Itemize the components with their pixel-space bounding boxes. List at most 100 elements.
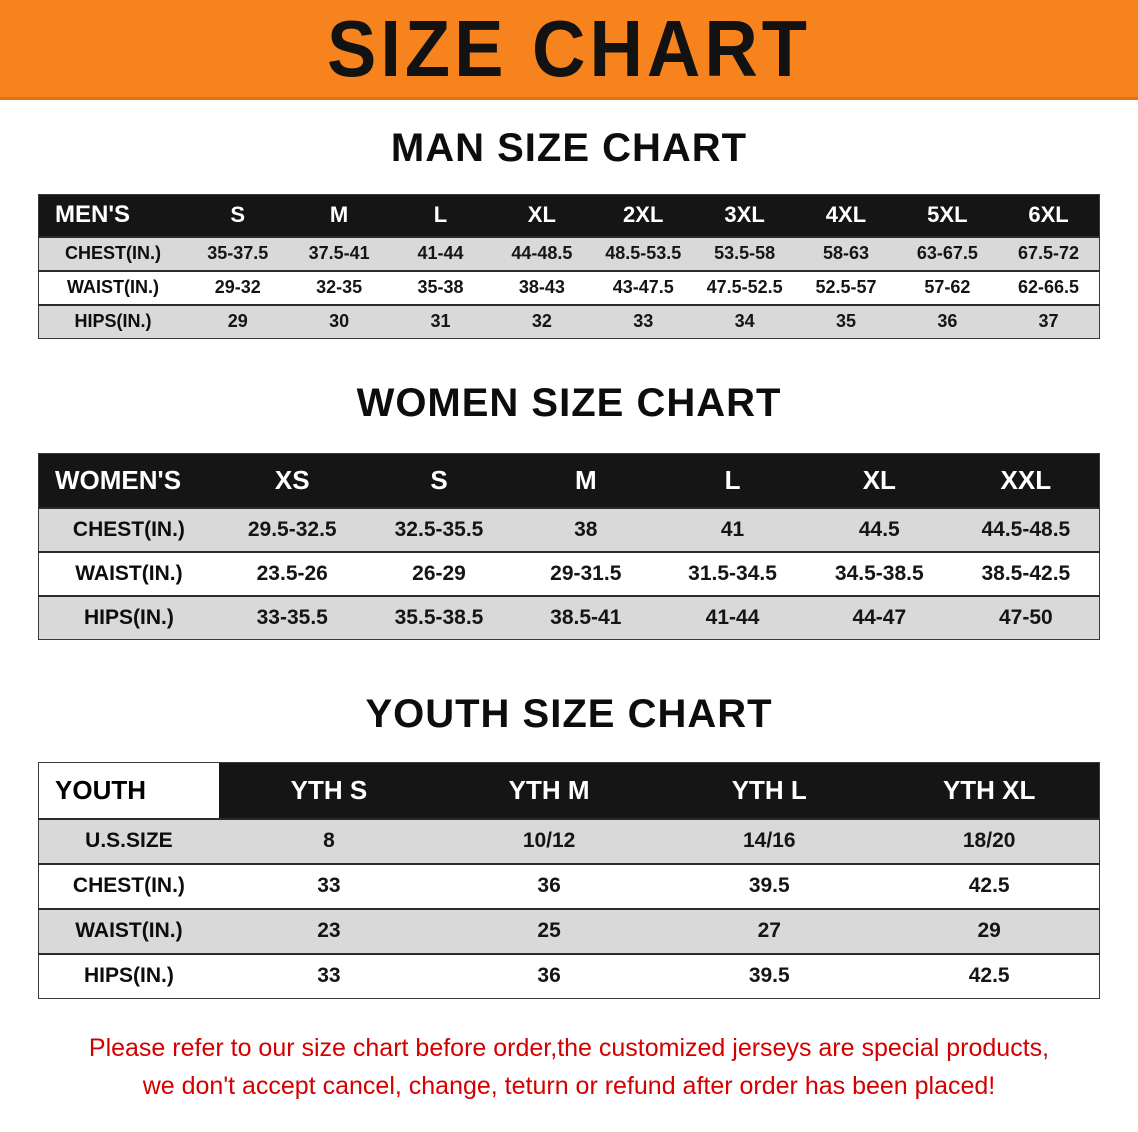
- size-value: 8: [323, 829, 335, 852]
- size-value: 14/16: [742, 829, 796, 852]
- table-row: CHEST(IN.) 35-37.5 37.5-41 41-44 44-48.5 48.5…: [38, 236, 1100, 271]
- size-value: 29: [227, 311, 248, 332]
- size-column-header: XS: [218, 453, 366, 508]
- size-value: 62-66.5: [1017, 277, 1080, 297]
- size-value: 29.5-32.5: [247, 517, 337, 541]
- size-value: 47.5-52.5: [706, 277, 783, 297]
- size-value: 35: [835, 311, 856, 332]
- men-size-section: MAN SIZE CHART MEN'S S M L XL 2XL 3XL 4XL 5XL 6XL…: [0, 126, 1138, 339]
- size-value: 67.5-72: [1017, 243, 1080, 263]
- size-value: 44-47: [852, 605, 907, 629]
- table-row: CHEST(IN.) 29.5-32.5 32.5-35.5 38 41 44.5 44.5…: [38, 507, 1100, 552]
- size-column-header: L: [659, 453, 806, 508]
- size-value: 29-32: [214, 277, 261, 297]
- row-label: HIPS(IN.): [74, 311, 152, 332]
- footer-disclaimer: Please refer to our size chart before or…: [0, 1029, 1138, 1105]
- size-value: 52.5-57: [815, 277, 877, 297]
- size-value: 33: [317, 874, 341, 897]
- size-column-header: 3XL: [693, 194, 796, 237]
- row-label: CHEST(IN.): [65, 243, 162, 263]
- table-header-row: YOUTH YTH S YTH M YTH L YTH XL: [38, 762, 1100, 819]
- size-column-header: XL: [491, 194, 593, 237]
- women-size-section: WOMEN SIZE CHART WOMEN'S XS S M L XL XXL CHEST(…: [0, 381, 1138, 640]
- size-value: 32-35: [316, 277, 363, 297]
- size-value: 39.5: [748, 874, 790, 897]
- size-value: 23.5-26: [256, 561, 328, 585]
- size-value: 53.5-58: [714, 243, 776, 263]
- size-value: 44-48.5: [511, 243, 573, 263]
- size-value: 34: [734, 311, 755, 332]
- size-value: 29: [977, 919, 1001, 942]
- table-row: HIPS(IN.) 29 30 31 32 33 34 35 36 37: [38, 304, 1100, 339]
- size-value: 35-38: [417, 277, 464, 297]
- size-value: 35-37.5: [207, 243, 269, 263]
- size-value: 33: [633, 311, 654, 332]
- size-value: 36: [937, 311, 958, 332]
- table-header-row: MEN'S S M L XL 2XL 3XL 4XL 5XL 6XL: [38, 194, 1100, 237]
- row-label: WAIST(IN.): [75, 919, 183, 942]
- size-value: 23: [317, 919, 341, 942]
- size-value: 35.5-38.5: [394, 605, 484, 629]
- women-section-heading: WOMEN SIZE CHART: [356, 381, 782, 425]
- size-column-header: M: [288, 194, 390, 237]
- table-header-row: WOMEN'S XS S M L XL XXL: [38, 453, 1100, 508]
- size-value: 32.5-35.5: [394, 517, 484, 541]
- table-row: HIPS(IN.) 33 36 39.5 42.5: [38, 953, 1100, 999]
- size-value: 36: [537, 964, 561, 988]
- size-value: 38: [574, 517, 598, 541]
- size-value: 63-67.5: [916, 243, 978, 263]
- size-value: 48.5-53.5: [605, 243, 682, 263]
- table-row: WAIST(IN.) 23 25 27 29: [38, 908, 1100, 954]
- size-value: 33: [317, 964, 341, 988]
- size-value: 29-31.5: [550, 561, 622, 585]
- table-corner-label: MEN'S: [38, 194, 188, 237]
- row-label: CHEST(IN.): [72, 874, 185, 897]
- size-value: 37.5-41: [308, 243, 370, 263]
- size-value: 39.5: [748, 964, 790, 988]
- men-section-heading: MAN SIZE CHART: [390, 126, 748, 170]
- size-column-header: S: [187, 194, 289, 237]
- size-value: 31.5-34.5: [688, 561, 777, 585]
- size-value: 26-29: [412, 561, 466, 585]
- size-value: 57-62: [924, 277, 971, 297]
- size-value: 30: [329, 311, 350, 332]
- table-row: WAIST(IN.) 23.5-26 26-29 29-31.5 31.5-34.5 34…: [38, 551, 1100, 596]
- size-column-header: YTH XL: [879, 762, 1100, 819]
- size-value: 18/20: [962, 829, 1016, 852]
- size-value: 41-44: [705, 605, 760, 629]
- men-size-table: MEN'S S M L XL 2XL 3XL 4XL 5XL 6XL CHEST(IN.) 35-37…: [38, 194, 1100, 339]
- size-value: 38.5-41: [550, 605, 622, 629]
- table-corner-label: WOMEN'S: [38, 453, 219, 508]
- table-row: HIPS(IN.) 33-35.5 35.5-38.5 38.5-41 41-44 44-…: [38, 595, 1100, 640]
- size-value: 25: [537, 919, 561, 942]
- size-value: 41: [720, 517, 745, 541]
- size-value: 44.5-48.5: [981, 517, 1071, 541]
- size-value: 42.5: [968, 964, 1010, 988]
- size-value: 33-35.5: [256, 605, 328, 629]
- size-column-header: S: [365, 453, 513, 508]
- table-row: CHEST(IN.) 33 36 39.5 42.5: [38, 863, 1100, 909]
- size-column-header: L: [389, 194, 492, 237]
- size-column-header: XL: [805, 453, 953, 508]
- youth-size-section: YOUTH SIZE CHART YOUTH YTH S YTH M YTH L YTH…: [0, 692, 1138, 999]
- row-label: HIPS(IN.): [84, 605, 174, 629]
- row-label: U.S.SIZE: [85, 829, 173, 852]
- page-title: SIZE CHART: [327, 3, 811, 93]
- size-value: 38-43: [518, 277, 565, 297]
- youth-size-table: YOUTH YTH S YTH M YTH L YTH XL U.S.SIZE 8 10/12…: [38, 762, 1100, 999]
- size-value: 34.5-38.5: [834, 561, 924, 585]
- size-value: 47-50: [998, 605, 1053, 629]
- size-column-header: 2XL: [592, 194, 694, 237]
- size-value: 31: [430, 311, 451, 332]
- size-value: 58-63: [822, 243, 869, 263]
- size-value: 27: [757, 919, 781, 942]
- row-label: HIPS(IN.): [84, 964, 174, 988]
- size-value: 43-47.5: [612, 277, 674, 297]
- size-column-header: 5XL: [896, 194, 999, 237]
- size-column-header: XXL: [952, 453, 1100, 508]
- table-corner-label: YOUTH: [38, 762, 219, 819]
- row-label: CHEST(IN.): [72, 517, 185, 541]
- table-row: WAIST(IN.) 29-32 32-35 35-38 38-43 43-47.5 47.…: [38, 270, 1100, 305]
- row-label: WAIST(IN.): [67, 277, 160, 297]
